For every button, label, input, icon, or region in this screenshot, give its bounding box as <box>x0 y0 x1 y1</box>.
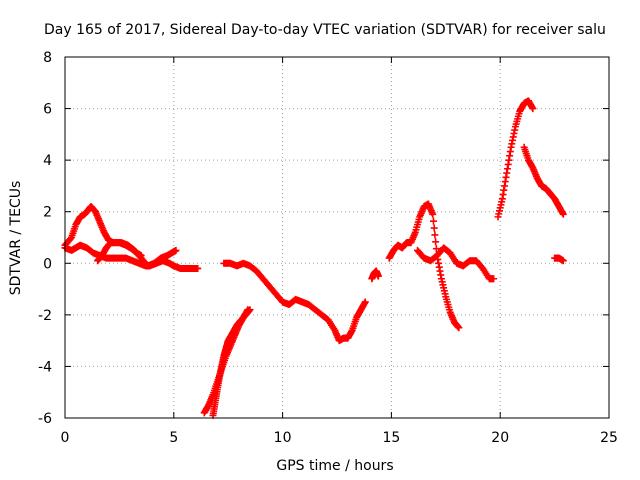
y-tick-label: 6 <box>43 102 52 118</box>
x-tick-label: 20 <box>491 430 509 446</box>
data-point <box>559 257 567 265</box>
series-arc-6 <box>220 259 369 345</box>
data-point <box>455 324 463 332</box>
y-tick-label: -4 <box>38 359 52 375</box>
data-point <box>432 238 440 246</box>
series-arc-10 <box>494 97 537 221</box>
y-tick-label: -2 <box>38 308 52 324</box>
y-tick-label: 2 <box>43 205 52 221</box>
x-tick-label: 5 <box>169 430 178 446</box>
data-point <box>490 275 498 283</box>
x-tick-label: 15 <box>382 430 400 446</box>
chart-title: Day 165 of 2017, Sidereal Day-to-day VTE… <box>44 22 606 38</box>
data-point <box>429 210 437 218</box>
series-arc-9 <box>414 244 498 283</box>
series-arc-11 <box>520 143 567 218</box>
data-point <box>559 210 567 218</box>
data-point <box>172 246 180 254</box>
series-arc-8 <box>385 200 463 332</box>
y-tick-label: -6 <box>38 411 52 427</box>
data-point <box>429 217 437 225</box>
plot-frame <box>64 56 610 419</box>
x-tick-label: 25 <box>600 430 618 446</box>
data-point <box>432 245 440 253</box>
data-point <box>374 272 382 280</box>
data-point <box>194 264 202 272</box>
series-arc-7 <box>368 267 382 283</box>
series-arc-12 <box>551 254 567 265</box>
x-tick-label: 0 <box>61 430 70 446</box>
y-tick-label: 0 <box>43 256 52 272</box>
data-point <box>246 306 254 314</box>
data-point <box>529 105 537 113</box>
y-tick-label: 8 <box>43 50 52 66</box>
data-point <box>361 298 369 306</box>
grid <box>65 57 609 418</box>
x-axis-label: GPS time / hours <box>276 458 393 474</box>
x-tick-label: 10 <box>274 430 292 446</box>
series-arc-5 <box>209 306 254 419</box>
series-arc-2 <box>61 241 202 272</box>
series-arc-3 <box>94 239 180 270</box>
y-axis: -6 -4 -2 0 2 4 6 8 <box>38 50 609 427</box>
y-axis-label: SDTVAR / TECUs <box>8 181 24 296</box>
plot-area <box>61 97 567 419</box>
y-tick-label: 4 <box>43 153 52 169</box>
data-point <box>430 224 438 232</box>
data-point <box>431 231 439 239</box>
x-axis: 0 5 10 15 20 25 <box>61 57 618 446</box>
